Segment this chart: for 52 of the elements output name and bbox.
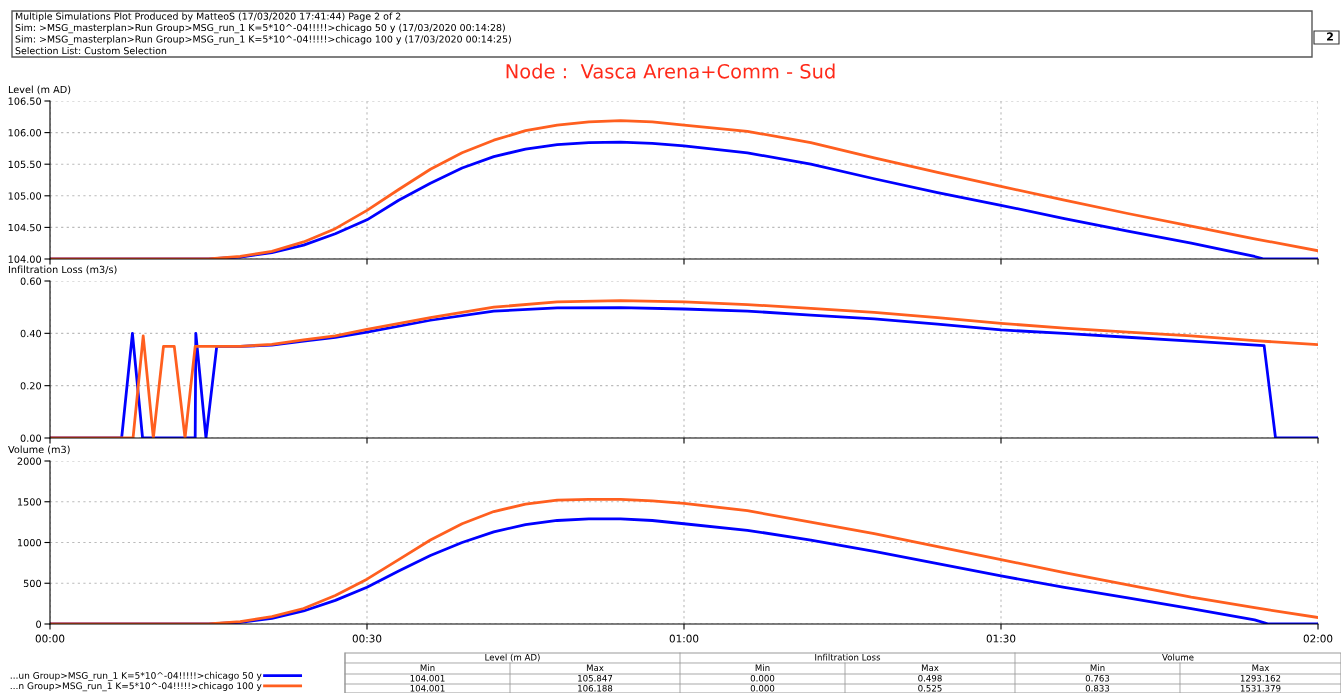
text: 104.001	[410, 684, 445, 692]
y-axis-title: Level (m AD)	[8, 85, 71, 95]
text: 105.847	[578, 674, 613, 682]
text: Min	[1090, 664, 1105, 671]
y-tick-label: 0.00	[20, 434, 42, 442]
text: 1531.379	[1240, 684, 1281, 692]
legend-label: ...un Group>MSG_run_1 K=5*10^-04!!!!!>chicago 50 y	[10, 671, 262, 681]
text: Volume	[1162, 653, 1194, 661]
text: Max	[921, 664, 939, 671]
chart-title: Node : Vasca Arena+Comm - Sud	[506, 63, 835, 79]
x-tick-label: 01:00	[669, 634, 699, 643]
y-tick-label: 0.60	[20, 277, 42, 285]
y-tick-label: 104.50	[8, 223, 42, 232]
y-tick-label: 105.50	[8, 160, 42, 169]
x-tick-label: 02:00	[1303, 634, 1333, 643]
text: Max	[586, 664, 604, 671]
text: 2	[1327, 32, 1333, 41]
text: 0.525	[918, 684, 942, 692]
y-tick-label: 2000	[17, 457, 42, 465]
text: 104.001	[410, 674, 445, 682]
text: 0.000	[750, 674, 775, 682]
text: Min	[420, 664, 435, 671]
text: 1293.162	[1240, 674, 1281, 682]
y-tick-label: 0	[36, 620, 42, 628]
y-tick-label: 0.40	[20, 329, 42, 338]
y-tick-label: 1500	[17, 498, 42, 506]
text: Sim: >MSG_masterplan>Run Group>MSG_run_1 K=5*10^-04!!!!!>chicago 50 y (17/03/2020 00:14:28)	[15, 23, 505, 34]
legend-label: ...n Group>MSG_run_1 K=5*10^-04!!!!!>chicago 100 y	[10, 682, 262, 692]
x-tick-label: 01:30	[986, 634, 1016, 643]
y-tick-label: 1000	[17, 538, 42, 547]
text: Min	[755, 664, 770, 671]
y-tick-label: 106.00	[8, 129, 42, 137]
y-axis-title: Infiltration Loss (m3/s)	[8, 265, 117, 275]
y-axis-title: Volume (m3)	[8, 445, 70, 455]
text: 0.763	[1085, 674, 1110, 682]
text: 0.833	[1085, 684, 1110, 692]
y-tick-label: 106.50	[8, 97, 42, 105]
text: 0.498	[918, 674, 942, 682]
y-tick-label: 500	[23, 579, 42, 588]
y-tick-label: 105.00	[8, 192, 42, 200]
text: Infiltration Loss	[815, 653, 881, 661]
y-tick-label: 0.20	[20, 382, 42, 390]
y-tick-label: 104.00	[8, 255, 42, 263]
text: 106.188	[578, 684, 613, 692]
text: Sim: >MSG_masterplan>Run Group>MSG_run_1 K=5*10^-04!!!!!>chicago 100 y (17/03/2020 00:14:25)	[15, 35, 511, 45]
x-tick-label: 00:00	[35, 634, 65, 643]
text: Level (m AD)	[485, 653, 540, 662]
text: Max	[1252, 664, 1270, 671]
text: 0.000	[750, 684, 775, 692]
x-tick-label: 00:30	[352, 634, 382, 643]
text: Multiple Simulations Plot Produced by MatteoS (17/03/2020 17:41:44) Page 2 of 2	[15, 12, 401, 22]
text: Selection List: Custom Selection	[15, 46, 167, 55]
